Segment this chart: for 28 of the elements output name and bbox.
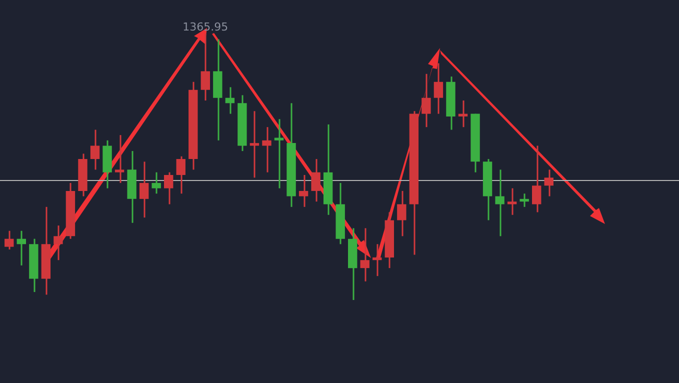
candlestick (422, 73, 431, 128)
candlestick (520, 192, 529, 208)
candlestick (274, 118, 284, 190)
candlestick (250, 110, 260, 178)
candlestick (544, 168, 554, 198)
candlestick (225, 86, 235, 115)
candlestick (164, 172, 174, 205)
candlestick (495, 168, 504, 237)
candlestick (139, 160, 149, 218)
candlestick (176, 156, 186, 194)
candlestick (200, 33, 210, 102)
candlestick (90, 129, 100, 170)
candlestick (397, 190, 406, 237)
candlestick (372, 243, 382, 277)
candlestick (298, 174, 308, 208)
candlestick (114, 134, 124, 184)
candlestick (262, 126, 272, 174)
candlestick (4, 230, 14, 250)
candlestick (54, 224, 63, 261)
candlestick (434, 62, 444, 115)
candlestick (458, 100, 468, 128)
annotation: 1365.95 (182, 20, 228, 34)
candlestick (152, 172, 161, 194)
candlestick (311, 158, 320, 202)
candlestick (360, 227, 370, 282)
candlestick (507, 188, 517, 216)
candlestick (16, 230, 26, 266)
candlestick (532, 144, 542, 213)
